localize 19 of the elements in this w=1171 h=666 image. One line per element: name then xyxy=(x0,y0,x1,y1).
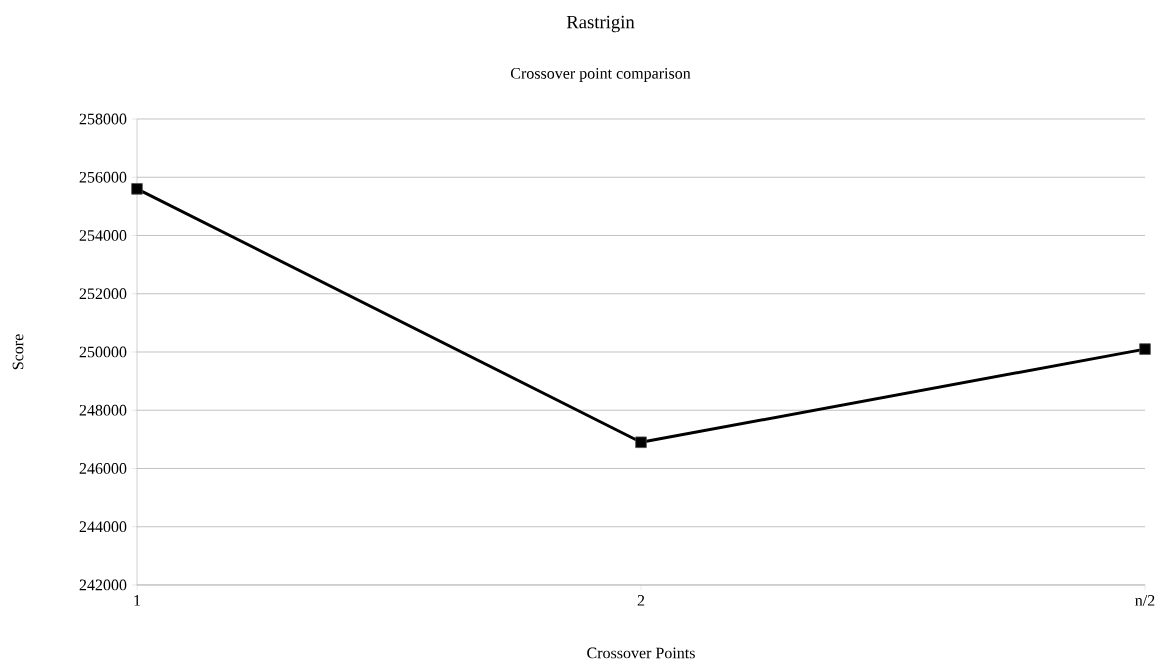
x-tick-label: 1 xyxy=(134,595,141,606)
x-tick-label: n/2 xyxy=(1135,595,1155,606)
y-tick-label: 244000 xyxy=(79,521,127,533)
chart-title: Rastrigin xyxy=(566,15,635,33)
x-tick-label: 2 xyxy=(637,595,645,606)
y-tick-label: 252000 xyxy=(79,288,127,300)
x-axis-title: Crossover Points xyxy=(587,647,695,659)
point xyxy=(1139,343,1151,355)
y-tick-label: 246000 xyxy=(79,463,127,474)
point xyxy=(131,183,143,195)
chart-subtitle: Crossover point comparison xyxy=(510,67,691,82)
point xyxy=(635,436,647,449)
y-axis-title: Score xyxy=(12,334,24,370)
y-tick-label: 248000 xyxy=(79,404,127,416)
y-tick-label: 250000 xyxy=(79,346,127,358)
y-tick-label: 258000 xyxy=(79,113,127,125)
y-tick-label: 256000 xyxy=(79,171,127,183)
y-tick-label: 242000 xyxy=(79,579,127,591)
y-tick-label: 254000 xyxy=(79,230,127,241)
